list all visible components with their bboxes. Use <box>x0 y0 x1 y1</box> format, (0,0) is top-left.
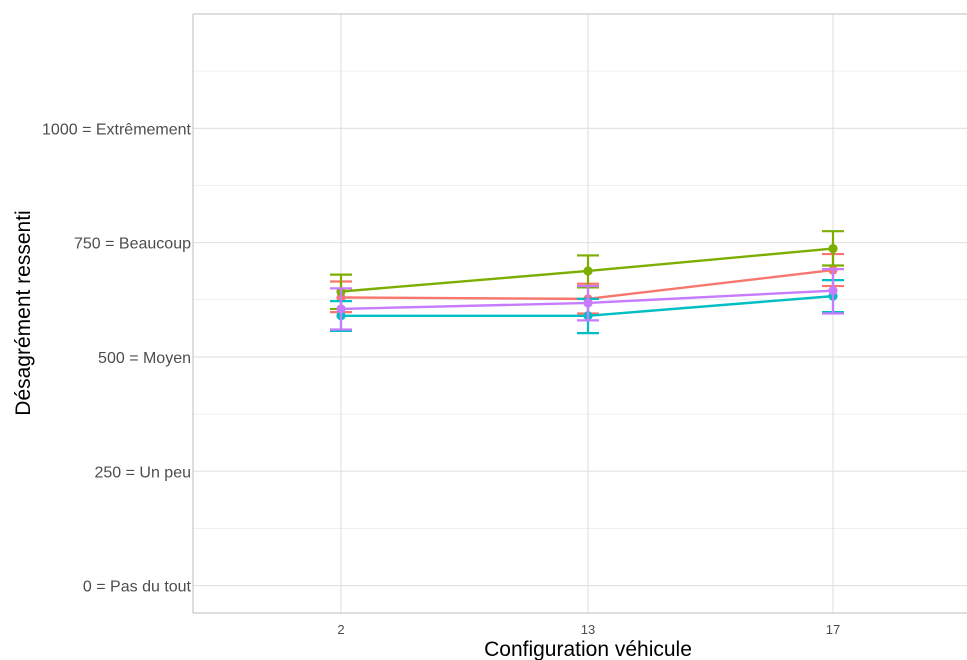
y-tick-label-1: 250 = Un peu <box>94 464 191 481</box>
series-3 <box>330 268 844 331</box>
y-tick-label-2: 500 = Moyen <box>98 350 191 367</box>
data-point-1-2 <box>828 243 838 254</box>
y-tick-label-0: 0 = Pas du tout <box>83 579 192 596</box>
x-tick-label-0: 2 <box>337 622 344 637</box>
x-tick-labels: 2 13 17 <box>337 622 840 637</box>
data-point-3-2 <box>828 286 838 296</box>
data-point-1-1 <box>583 266 593 276</box>
x-tick-label-1: 13 <box>581 622 595 637</box>
y-tick-labels: 0 = Pas du tout 250 = Un peu 500 = Moyen 75… <box>42 121 192 595</box>
x-axis-title: Configuration véhicule <box>484 638 692 660</box>
x-tick-label-2: 17 <box>826 622 840 637</box>
y-axis-title: Désagrément ressenti <box>12 210 35 415</box>
series-layer <box>330 230 844 335</box>
data-point-3-1 <box>583 298 593 308</box>
y-tick-label-4: 1000 = Extrêmement <box>42 121 192 138</box>
y-tick-label-3: 750 = Beaucoup <box>74 236 191 253</box>
data-point-3-0 <box>336 304 346 314</box>
